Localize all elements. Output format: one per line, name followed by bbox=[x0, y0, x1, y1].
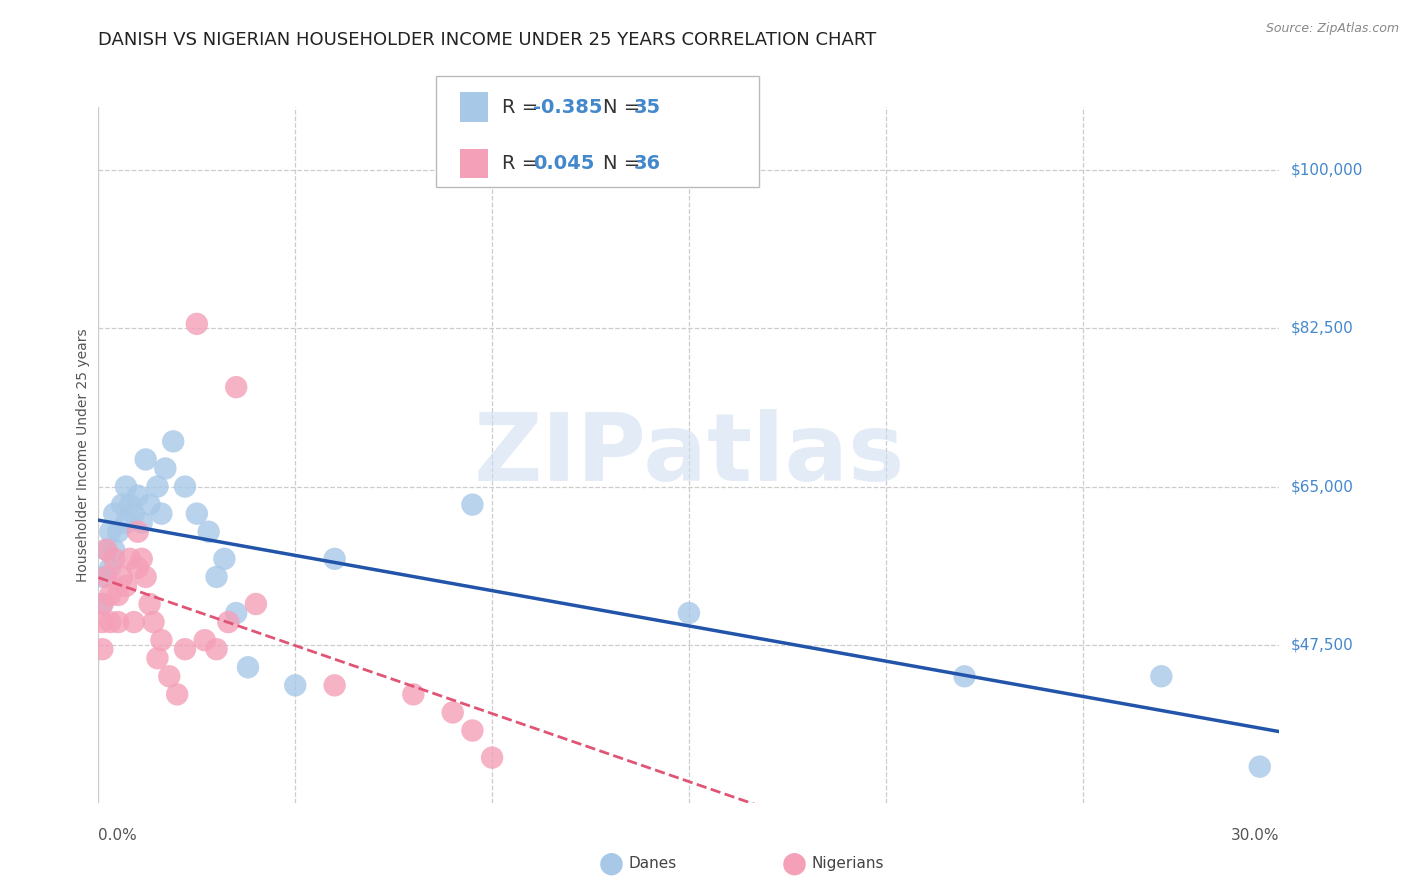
Point bbox=[96, 542, 118, 557]
Point bbox=[96, 542, 118, 557]
Point bbox=[118, 551, 141, 566]
Point bbox=[217, 615, 239, 629]
Point bbox=[91, 597, 114, 611]
Point bbox=[138, 498, 160, 512]
Point bbox=[155, 461, 177, 475]
Point bbox=[166, 687, 188, 701]
Point bbox=[127, 489, 149, 503]
Point bbox=[115, 516, 138, 530]
Text: Danes: Danes bbox=[628, 856, 676, 871]
Point bbox=[236, 660, 259, 674]
Text: 36: 36 bbox=[634, 153, 661, 173]
Text: 35: 35 bbox=[634, 97, 661, 117]
Point bbox=[142, 615, 165, 629]
Point bbox=[98, 561, 121, 575]
Point bbox=[131, 551, 153, 566]
Text: $82,500: $82,500 bbox=[1291, 321, 1354, 336]
Point bbox=[127, 561, 149, 575]
Point bbox=[146, 479, 169, 493]
Point bbox=[111, 498, 134, 512]
Point bbox=[284, 678, 307, 692]
Text: Nigerians: Nigerians bbox=[811, 856, 884, 871]
Text: DANISH VS NIGERIAN HOUSEHOLDER INCOME UNDER 25 YEARS CORRELATION CHART: DANISH VS NIGERIAN HOUSEHOLDER INCOME UN… bbox=[98, 31, 877, 49]
Point bbox=[157, 669, 180, 683]
Point bbox=[107, 588, 129, 602]
Text: N =: N = bbox=[603, 153, 647, 173]
Point bbox=[1249, 759, 1271, 773]
Point bbox=[138, 597, 160, 611]
Text: 0.045: 0.045 bbox=[533, 153, 595, 173]
Point bbox=[103, 551, 125, 566]
Point bbox=[131, 516, 153, 530]
Point bbox=[122, 507, 145, 521]
Text: R =: R = bbox=[502, 153, 544, 173]
Point bbox=[91, 570, 114, 584]
Point bbox=[678, 606, 700, 620]
Point bbox=[953, 669, 976, 683]
Point bbox=[186, 317, 208, 331]
Text: 0.0%: 0.0% bbox=[98, 828, 138, 843]
Y-axis label: Householder Income Under 25 years: Householder Income Under 25 years bbox=[76, 328, 90, 582]
Point bbox=[107, 615, 129, 629]
Point bbox=[96, 570, 118, 584]
Text: $100,000: $100,000 bbox=[1291, 163, 1362, 178]
Point bbox=[461, 723, 484, 738]
Point bbox=[91, 615, 114, 629]
Point bbox=[127, 524, 149, 539]
Point bbox=[461, 498, 484, 512]
Point bbox=[103, 507, 125, 521]
Point bbox=[91, 597, 114, 611]
Point bbox=[323, 678, 346, 692]
Point bbox=[98, 615, 121, 629]
Point bbox=[197, 524, 219, 539]
Point bbox=[225, 380, 247, 394]
Point bbox=[186, 507, 208, 521]
Point bbox=[481, 750, 503, 764]
Text: $47,500: $47,500 bbox=[1291, 637, 1354, 652]
Point bbox=[205, 570, 228, 584]
Point bbox=[205, 642, 228, 657]
Text: R =: R = bbox=[502, 97, 544, 117]
Point bbox=[118, 498, 141, 512]
Point bbox=[402, 687, 425, 701]
Point bbox=[323, 551, 346, 566]
Point bbox=[91, 642, 114, 657]
Point bbox=[146, 651, 169, 665]
Text: Source: ZipAtlas.com: Source: ZipAtlas.com bbox=[1265, 22, 1399, 36]
Point bbox=[115, 479, 138, 493]
Point bbox=[214, 551, 236, 566]
Point bbox=[103, 542, 125, 557]
Point bbox=[122, 615, 145, 629]
Text: ⬤: ⬤ bbox=[782, 852, 807, 875]
Point bbox=[162, 434, 184, 449]
Point bbox=[135, 452, 157, 467]
Point bbox=[441, 706, 464, 720]
Point bbox=[107, 524, 129, 539]
Point bbox=[225, 606, 247, 620]
Point bbox=[111, 570, 134, 584]
Text: -0.385: -0.385 bbox=[533, 97, 602, 117]
Point bbox=[150, 507, 173, 521]
Text: 30.0%: 30.0% bbox=[1232, 828, 1279, 843]
Text: N =: N = bbox=[603, 97, 647, 117]
Text: $65,000: $65,000 bbox=[1291, 479, 1354, 494]
Point bbox=[115, 579, 138, 593]
Point bbox=[174, 642, 197, 657]
Point bbox=[174, 479, 197, 493]
Text: ⬤: ⬤ bbox=[599, 852, 624, 875]
Point bbox=[150, 633, 173, 648]
Point bbox=[194, 633, 217, 648]
Point bbox=[245, 597, 267, 611]
Point bbox=[98, 524, 121, 539]
Text: ZIPatlas: ZIPatlas bbox=[474, 409, 904, 501]
Point bbox=[135, 570, 157, 584]
Point bbox=[1150, 669, 1173, 683]
Point bbox=[98, 588, 121, 602]
